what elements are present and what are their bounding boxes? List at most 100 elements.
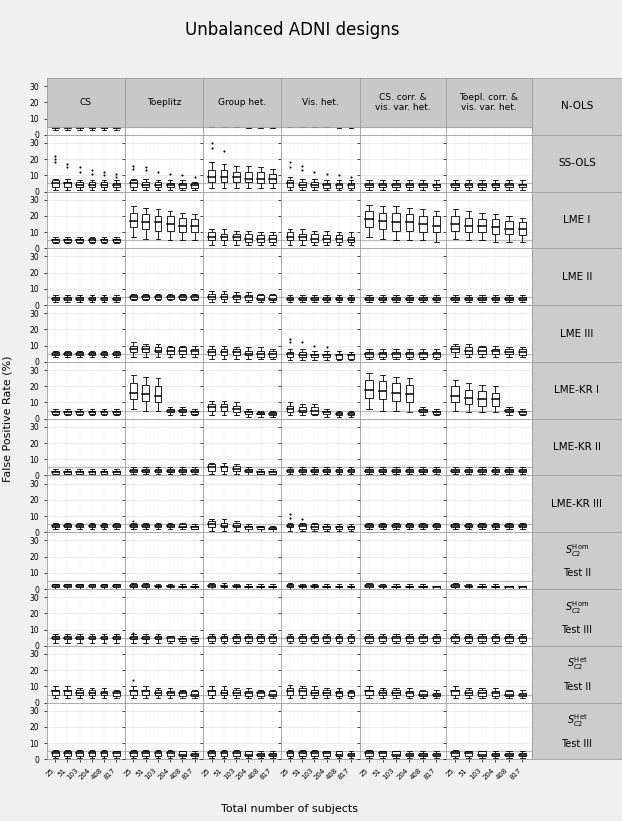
Bar (392, 751, 400, 756)
Bar (208, 171, 215, 181)
Bar (505, 753, 513, 756)
Bar (245, 525, 252, 529)
Bar (419, 183, 427, 186)
Bar (154, 91, 161, 101)
Bar (365, 352, 373, 357)
Bar (299, 115, 305, 122)
Bar (245, 296, 252, 300)
Bar (392, 690, 400, 695)
Bar (77, 690, 83, 695)
Bar (142, 690, 149, 695)
Text: Group het.: Group het. (218, 99, 266, 107)
Bar (208, 404, 215, 410)
Bar (348, 412, 355, 415)
Bar (113, 585, 119, 588)
Bar (419, 409, 427, 412)
Bar (154, 586, 161, 588)
Bar (130, 636, 137, 640)
Bar (142, 384, 149, 401)
Bar (113, 751, 119, 756)
Bar (88, 238, 95, 241)
Bar (52, 470, 58, 474)
Bar (101, 181, 108, 186)
Bar (492, 636, 499, 641)
Bar (335, 469, 342, 472)
Bar (142, 346, 149, 352)
Bar (130, 213, 137, 227)
Bar (433, 352, 440, 357)
Bar (311, 586, 318, 588)
Bar (311, 234, 318, 242)
Bar (233, 636, 239, 641)
Bar (519, 469, 526, 472)
Bar (52, 125, 58, 128)
Bar (519, 184, 526, 186)
Bar (258, 691, 264, 696)
Bar (348, 117, 355, 123)
Bar (233, 751, 239, 756)
Bar (167, 524, 174, 527)
Bar (245, 234, 252, 242)
Text: Total number of subjects: Total number of subjects (221, 805, 358, 814)
Bar (433, 93, 440, 103)
Bar (406, 91, 413, 101)
Bar (287, 232, 294, 241)
Bar (269, 691, 276, 696)
Bar (179, 296, 186, 299)
Bar (335, 117, 342, 123)
Bar (179, 409, 186, 412)
Bar (492, 392, 499, 406)
Bar (167, 183, 174, 186)
Bar (130, 585, 137, 588)
Bar (179, 524, 186, 527)
Bar (505, 636, 513, 641)
Bar (478, 219, 486, 232)
Bar (88, 585, 95, 588)
Bar (379, 524, 386, 527)
Bar (299, 469, 305, 472)
Bar (191, 753, 198, 756)
Bar (64, 239, 71, 242)
Bar (233, 172, 239, 181)
Bar (478, 586, 486, 588)
Bar (452, 585, 459, 588)
Bar (208, 636, 215, 641)
Bar (258, 117, 264, 123)
Bar (130, 469, 137, 472)
Bar (88, 636, 95, 640)
Bar (52, 524, 58, 527)
Bar (452, 524, 459, 527)
Text: Test II: Test II (563, 681, 591, 692)
Bar (299, 636, 305, 641)
Bar (299, 407, 305, 412)
Bar (419, 297, 427, 300)
Bar (233, 115, 239, 122)
Bar (233, 349, 239, 355)
Bar (167, 216, 174, 231)
Bar (433, 297, 440, 300)
Bar (419, 636, 427, 641)
Bar (379, 89, 386, 99)
Bar (113, 125, 119, 128)
Bar (269, 351, 276, 357)
Text: LME I: LME I (563, 215, 591, 225)
Bar (335, 691, 342, 696)
Bar (478, 469, 486, 472)
Bar (179, 586, 186, 588)
Text: Test II: Test II (563, 568, 591, 578)
Bar (433, 525, 440, 527)
Bar (269, 527, 276, 529)
Bar (311, 524, 318, 529)
Bar (505, 297, 513, 300)
Bar (88, 297, 95, 300)
Bar (77, 181, 83, 186)
Bar (142, 296, 149, 299)
Bar (505, 409, 513, 412)
Bar (478, 636, 486, 641)
Bar (154, 181, 161, 186)
Bar (191, 349, 198, 354)
Bar (130, 296, 137, 299)
Bar (191, 691, 198, 696)
Bar (77, 410, 83, 414)
Bar (478, 297, 486, 300)
